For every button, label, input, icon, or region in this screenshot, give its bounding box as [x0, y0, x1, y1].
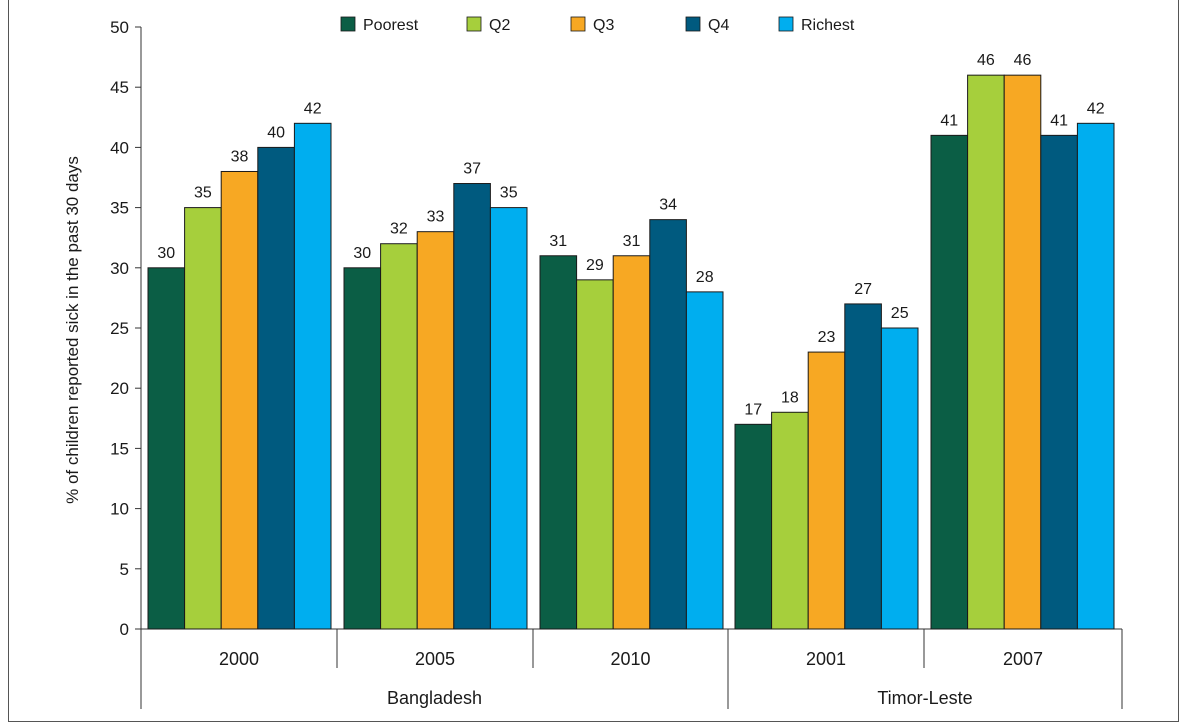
bar	[649, 219, 687, 630]
y-tick-label: 50	[110, 18, 129, 37]
bar	[734, 423, 773, 630]
bar	[1076, 122, 1115, 630]
legend-swatch	[778, 16, 794, 32]
bar	[539, 255, 578, 630]
data-label: 42	[304, 100, 322, 117]
x-group-label: Bangladesh	[387, 688, 482, 708]
bar	[416, 231, 455, 630]
data-label: 27	[854, 281, 872, 298]
bars	[147, 74, 1115, 630]
data-label: 46	[1014, 52, 1032, 69]
chart-frame	[8, 0, 1179, 722]
bar	[576, 279, 614, 630]
bar	[844, 303, 882, 630]
bar	[220, 170, 259, 630]
bar	[807, 351, 846, 630]
data-label: 41	[940, 112, 958, 129]
legend-label: Q3	[593, 17, 614, 34]
data-labels: 30 35 38 40 42 30 32 33 37 35 31 29 31 34 28 17 18 23 27 25…	[157, 52, 1104, 418]
data-label: 18	[781, 389, 799, 406]
bar	[771, 411, 809, 630]
bar	[147, 267, 186, 630]
data-label: 17	[744, 401, 762, 418]
bar	[967, 74, 1005, 630]
legend-swatch	[466, 16, 482, 32]
bar	[880, 327, 919, 630]
data-label: 41	[1050, 112, 1068, 129]
x-category-label: 2007	[1003, 649, 1043, 669]
bar	[489, 207, 528, 630]
bar	[343, 267, 382, 630]
y-tick-label: 15	[110, 439, 129, 458]
data-label: 38	[231, 148, 249, 165]
x-category-label: 2001	[806, 649, 846, 669]
bar	[930, 134, 969, 630]
data-label: 40	[267, 124, 285, 141]
data-label: 31	[623, 233, 641, 250]
x-category-label: 2000	[219, 649, 259, 669]
data-label: 25	[891, 305, 909, 322]
bar	[453, 183, 491, 630]
y-tick-label: 45	[110, 78, 129, 97]
data-label: 30	[157, 245, 175, 262]
data-label: 32	[390, 221, 408, 238]
legend-swatch	[685, 16, 701, 32]
data-label: 35	[500, 185, 518, 202]
bar	[1003, 74, 1042, 630]
legend: Poorest Q2 Q3 Q4 Richest	[340, 16, 855, 34]
bar	[1040, 134, 1078, 630]
legend-label: Q2	[489, 17, 510, 34]
bar	[293, 122, 332, 630]
y-axis-title: % of children reported sick in the past …	[63, 156, 82, 504]
bar	[612, 255, 651, 630]
data-label: 37	[463, 161, 481, 178]
data-label: 29	[586, 257, 604, 274]
x-category-label: 2005	[415, 649, 455, 669]
x-category-label: 2010	[610, 649, 650, 669]
y-tick-label: 40	[110, 138, 129, 157]
y-tick-label: 25	[110, 319, 129, 338]
bar	[184, 207, 222, 630]
y-tick-label: 20	[110, 379, 129, 398]
data-label: 30	[353, 245, 371, 262]
x-group-label: Timor-Leste	[877, 688, 972, 708]
legend-swatch	[340, 16, 356, 32]
y-tick-label: 35	[110, 199, 129, 218]
bar	[257, 146, 295, 630]
y-tick-label: 0	[120, 620, 129, 639]
data-label: 33	[427, 209, 445, 226]
data-label: 46	[977, 52, 995, 69]
y-tick-label: 5	[120, 560, 129, 579]
legend-label: Poorest	[363, 17, 419, 34]
legend-swatch	[570, 16, 586, 32]
y-tick-label: 10	[110, 500, 129, 519]
data-label: 28	[696, 269, 714, 286]
data-label: 42	[1087, 100, 1105, 117]
bar	[685, 291, 724, 630]
data-label: 23	[818, 329, 836, 346]
legend-label: Richest	[801, 17, 855, 34]
bar	[380, 243, 418, 630]
data-label: 35	[194, 185, 212, 202]
y-tick-label: 30	[110, 259, 129, 278]
data-label: 31	[549, 233, 567, 250]
data-label: 34	[659, 197, 677, 214]
legend-label: Q4	[708, 17, 729, 34]
